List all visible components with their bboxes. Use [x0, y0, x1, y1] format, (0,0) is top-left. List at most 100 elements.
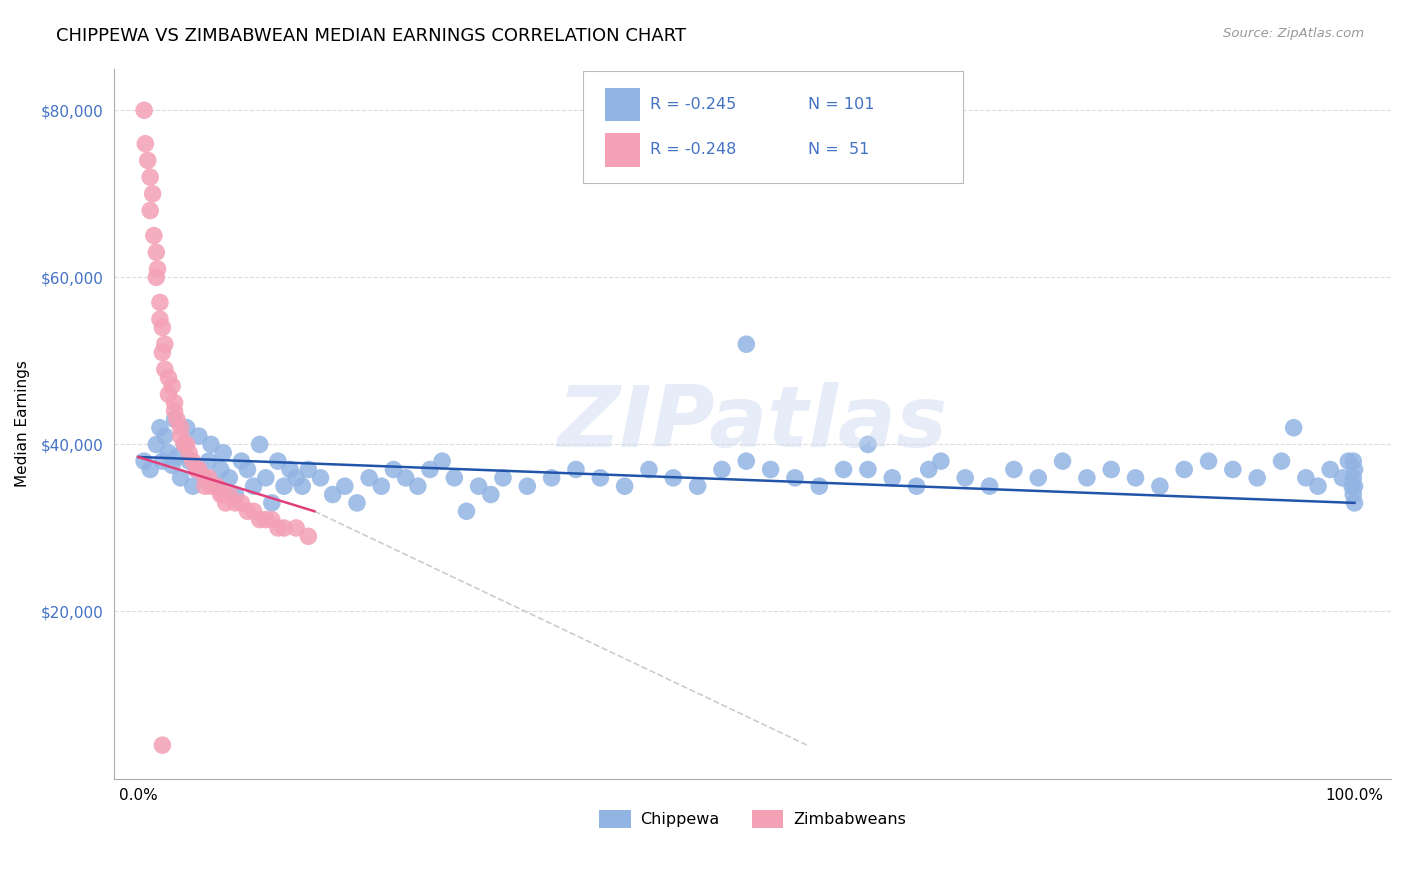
Point [194, 471, 217, 485]
Point [443, 471, 465, 485]
Point [236, 462, 259, 476]
Point [186, 462, 208, 476]
Point [759, 462, 782, 476]
Point [1246, 471, 1268, 485]
Point [918, 462, 941, 476]
Point [1343, 462, 1365, 476]
Point [139, 170, 162, 185]
Point [467, 479, 489, 493]
Point [1052, 454, 1074, 468]
Point [214, 496, 236, 510]
Point [224, 487, 246, 501]
Point [169, 429, 191, 443]
Point [832, 462, 855, 476]
Point [134, 136, 156, 151]
Point [1198, 454, 1220, 468]
Point [205, 479, 228, 493]
Point [205, 479, 228, 493]
Point [231, 454, 253, 468]
Point [163, 404, 186, 418]
Point [134, 103, 156, 118]
Text: CHIPPEWA VS ZIMBABWEAN MEDIAN EARNINGS CORRELATION CHART: CHIPPEWA VS ZIMBABWEAN MEDIAN EARNINGS C… [56, 27, 686, 45]
Point [163, 395, 186, 409]
Point [735, 337, 758, 351]
Point [638, 462, 661, 476]
Point [979, 479, 1001, 493]
Point [212, 446, 235, 460]
Point [382, 462, 405, 476]
Point [186, 462, 208, 476]
Point [955, 471, 977, 485]
Point [267, 454, 290, 468]
Point [150, 454, 173, 468]
Point [1076, 471, 1098, 485]
Point [153, 429, 176, 443]
Point [166, 450, 188, 464]
Point [395, 471, 418, 485]
Point [136, 153, 159, 168]
Point [166, 412, 188, 426]
Point [333, 479, 356, 493]
Point [149, 312, 172, 326]
Point [179, 446, 201, 460]
Point [297, 529, 319, 543]
Point [187, 429, 209, 443]
Point [194, 479, 217, 493]
Point [153, 337, 176, 351]
Point [1319, 462, 1341, 476]
Point [808, 479, 831, 493]
Point [181, 479, 204, 493]
Y-axis label: Median Earnings: Median Earnings [15, 360, 30, 487]
Point [139, 203, 162, 218]
Point [224, 496, 246, 510]
Point [613, 479, 636, 493]
Point [157, 370, 180, 384]
Point [181, 454, 204, 468]
Point [1222, 462, 1244, 476]
Point [1341, 479, 1364, 493]
Point [242, 479, 264, 493]
Point [197, 454, 219, 468]
Point [236, 504, 259, 518]
Point [662, 471, 685, 485]
Point [142, 186, 165, 201]
Point [200, 479, 222, 493]
Text: R = -0.248: R = -0.248 [650, 142, 735, 157]
Point [150, 320, 173, 334]
Point [686, 479, 709, 493]
Point [157, 387, 180, 401]
Point [169, 421, 191, 435]
Point [1343, 471, 1365, 485]
Point [516, 479, 538, 493]
Point [370, 479, 392, 493]
Point [145, 245, 167, 260]
Point [1002, 462, 1025, 476]
Point [1099, 462, 1122, 476]
Point [267, 521, 290, 535]
Point [209, 462, 232, 476]
Point [160, 379, 183, 393]
Point [1149, 479, 1171, 493]
Point [212, 487, 235, 501]
Point [589, 471, 612, 485]
Point [540, 471, 562, 485]
Point [882, 471, 904, 485]
Point [783, 471, 806, 485]
Point [218, 487, 240, 501]
Point [291, 479, 314, 493]
Point [1343, 454, 1365, 468]
Text: Source: ZipAtlas.com: Source: ZipAtlas.com [1223, 27, 1364, 40]
Point [260, 513, 283, 527]
Point [169, 471, 191, 485]
Point [929, 454, 952, 468]
Point [1337, 454, 1360, 468]
Point [273, 521, 295, 535]
Point [160, 458, 183, 473]
Point [231, 496, 253, 510]
Point [150, 345, 173, 359]
Point [163, 412, 186, 426]
Point [1282, 421, 1305, 435]
Point [1125, 471, 1147, 485]
Point [492, 471, 515, 485]
Point [187, 462, 209, 476]
